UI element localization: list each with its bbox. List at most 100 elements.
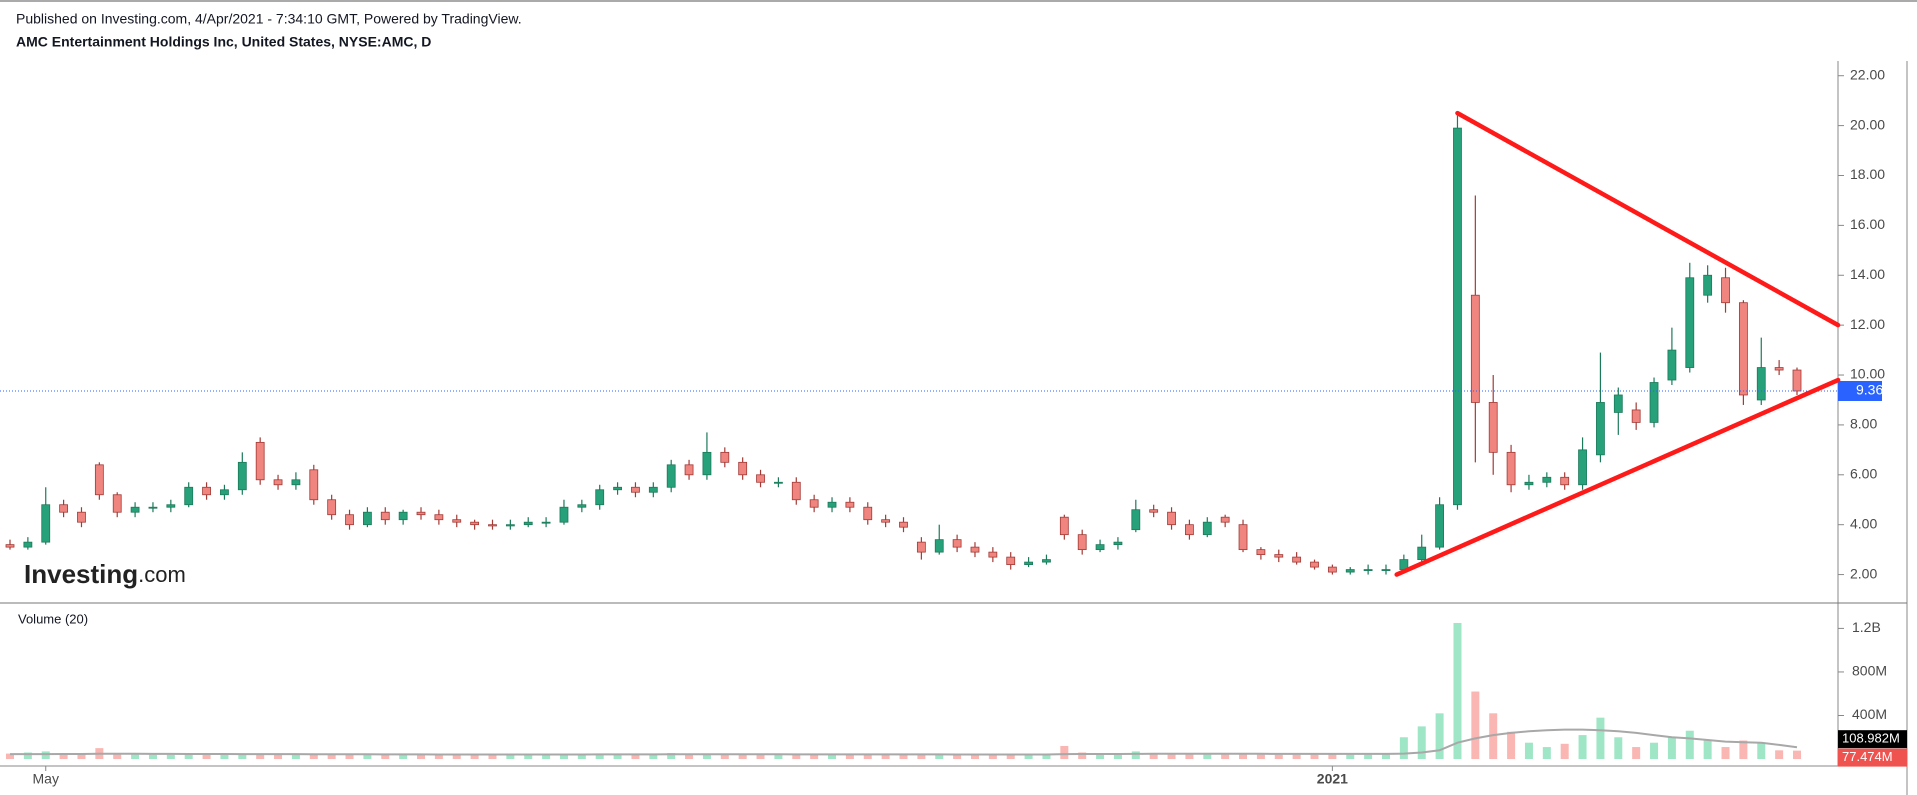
candle-body: [541, 521, 551, 524]
volume-bar: [1399, 737, 1408, 760]
ma-last-tag: [1838, 730, 1907, 749]
volume-bar: [1149, 753, 1158, 760]
candle-body: [1756, 367, 1766, 401]
volume-bar: [1614, 737, 1623, 760]
volume-bar: [524, 754, 533, 760]
candle-body: [345, 514, 354, 526]
volume-bar: [1167, 753, 1176, 760]
volume-bar: [1274, 754, 1283, 760]
candle-body: [1488, 402, 1498, 453]
volume-bar: [1507, 731, 1516, 760]
volume-bar: [345, 754, 354, 760]
candle-body: [488, 524, 497, 527]
volume-bar: [685, 754, 694, 760]
volume-bar: [1703, 740, 1712, 760]
volume-bar: [1185, 754, 1194, 760]
volume-bar: [1739, 740, 1748, 760]
volume-bar: [148, 754, 157, 760]
volume-bar: [1060, 745, 1069, 760]
y-tick-label: 10.00: [1850, 366, 1885, 382]
candle-body: [1345, 569, 1355, 573]
volume-bar: [113, 753, 122, 760]
y-tick-label: 8.00: [1850, 416, 1877, 432]
candle-body: [1381, 569, 1391, 571]
candle-body: [756, 474, 765, 483]
volume-bar: [506, 754, 515, 760]
volume-bar: [649, 754, 658, 760]
last-price-tag: [1838, 380, 1882, 401]
volume-bar: [1650, 742, 1659, 760]
volume-bar: [1078, 752, 1087, 760]
y-tick-label: 18.00: [1850, 166, 1885, 182]
candle-body: [738, 461, 748, 476]
candle-body: [273, 479, 283, 486]
candle-body: [1113, 541, 1123, 546]
volume-bar: [881, 754, 890, 760]
candle-body: [1542, 476, 1552, 483]
y-tick-label: 4.00: [1850, 515, 1877, 531]
candle-body: [166, 504, 176, 508]
candle-body: [1024, 561, 1033, 565]
candle-body: [416, 511, 426, 516]
candle-body: [791, 481, 801, 501]
candle-body: [291, 479, 301, 486]
candle-body: [952, 539, 962, 548]
volume-bar: [1364, 754, 1373, 760]
volume-bar: [1042, 754, 1051, 760]
volume-bar: [613, 754, 622, 760]
candle-body: [452, 519, 462, 523]
volume-bar: [131, 754, 140, 760]
candle-body: [398, 511, 408, 521]
trendline: [1394, 377, 1841, 577]
candle-body: [1453, 127, 1462, 506]
y-tick-label: 14.00: [1850, 266, 1885, 282]
candle-body: [1560, 476, 1570, 486]
volume-bar: [577, 754, 586, 760]
candle-body: [130, 506, 140, 513]
symbol-title: AMC Entertainment Holdings Inc, United S…: [16, 34, 431, 50]
candle-body: [684, 464, 694, 476]
candle-body: [1578, 449, 1587, 486]
volume-last-tag: [1838, 748, 1907, 767]
volume-bar: [1793, 750, 1801, 760]
candle-body: [255, 441, 265, 481]
y-tick-label: 22.00: [1850, 66, 1885, 82]
candle-body: [94, 464, 104, 496]
volume-bar: [470, 754, 479, 760]
candle-body: [1792, 369, 1802, 392]
candle-body: [1524, 481, 1534, 486]
candle-body: [41, 504, 51, 543]
volume-bar: [1542, 747, 1551, 760]
volume-tick-label: 1.2B: [1852, 619, 1881, 635]
volume-bar: [1024, 754, 1033, 760]
volume-last-label: 77.474M: [1842, 749, 1893, 764]
publish-note: Published on Investing.com, 4/Apr/2021 -…: [16, 11, 522, 27]
candle-body: [77, 511, 86, 523]
candle-body: [1149, 509, 1159, 513]
candle-body: [1649, 382, 1659, 423]
candle-body: [112, 494, 122, 513]
volume-bar: [202, 754, 211, 760]
candle-body: [702, 451, 712, 476]
candle-body: [380, 511, 390, 521]
volume-bar: [953, 754, 962, 760]
candle-body: [309, 469, 319, 501]
volume-bar: [631, 754, 640, 760]
candle-body: [881, 519, 891, 523]
y-tick-label: 6.00: [1850, 465, 1877, 481]
candle-body: [970, 546, 980, 553]
candle-body: [1292, 556, 1302, 563]
candle-body: [220, 489, 229, 496]
candle-body: [559, 506, 569, 523]
volume-bar: [417, 754, 426, 760]
y-tick-label: 2.00: [1850, 565, 1877, 581]
volume-bar: [1203, 754, 1212, 760]
y-tick-label: 12.00: [1850, 316, 1885, 332]
volume-tick-label: 400M: [1852, 706, 1887, 722]
candle-body: [1059, 516, 1069, 536]
candle-body: [827, 501, 837, 508]
x-tick-label: May: [33, 771, 59, 787]
candle-body: [1363, 569, 1373, 571]
candle-body: [1077, 534, 1087, 551]
volume-bar: [41, 751, 50, 760]
